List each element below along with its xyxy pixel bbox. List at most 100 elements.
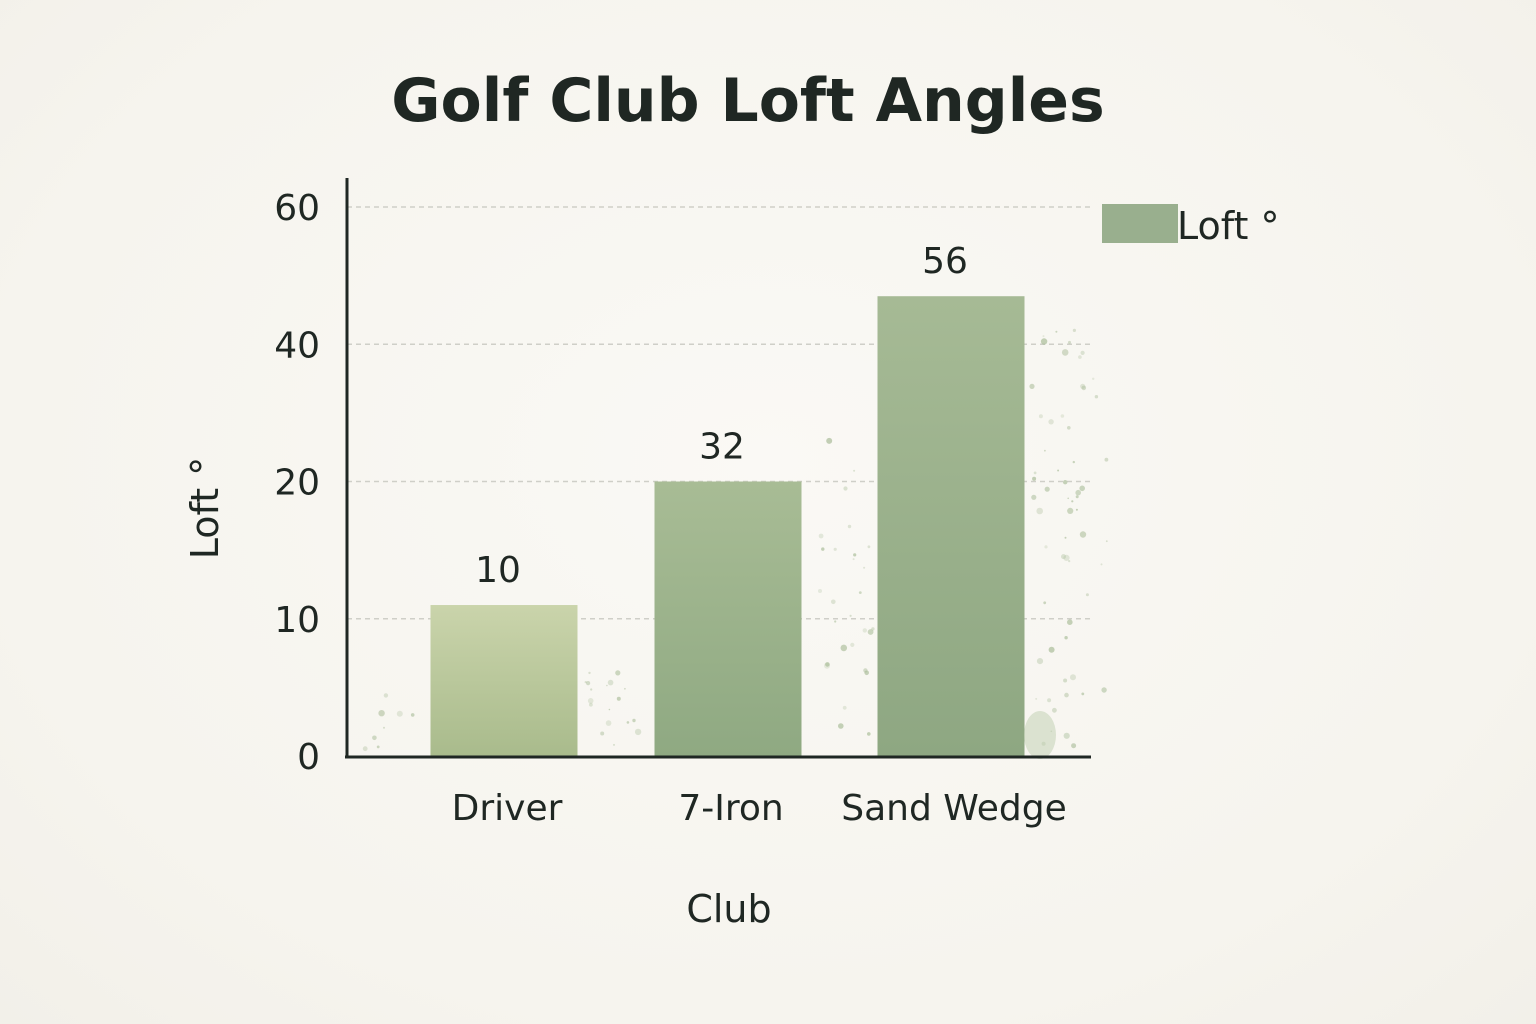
legend-label: Loft °	[1177, 204, 1279, 248]
speckle-dot	[1064, 636, 1068, 640]
speckle-dot	[410, 713, 415, 717]
speckle-dot	[1092, 377, 1095, 380]
speckle-dot	[588, 671, 591, 675]
speckle-dot	[1072, 328, 1076, 332]
speckle-dot	[1071, 500, 1074, 503]
chart-title: Golf Club Loft Angles	[391, 66, 1104, 136]
speckle-dot	[867, 732, 871, 736]
speckle-dot	[1044, 545, 1048, 549]
speckle-dot	[607, 679, 614, 686]
speckle-dot	[842, 705, 847, 710]
speckle-dot	[589, 702, 593, 707]
speckle-dot	[843, 486, 848, 491]
speckle-dot	[372, 735, 377, 741]
speckle-dot	[833, 547, 837, 551]
speckle-dot	[1067, 619, 1073, 625]
speckle-dot	[600, 731, 605, 736]
x-tick-label-sand-wedge: Sand Wedge	[841, 788, 1067, 829]
speckle-dot	[1064, 536, 1067, 539]
speckle-dot	[862, 628, 867, 633]
speckle-dot	[590, 688, 593, 691]
speckle-dot	[1068, 340, 1071, 344]
speckle-dot	[840, 644, 848, 652]
speckle-dot	[858, 591, 862, 594]
speckle-dot	[1080, 383, 1086, 389]
speckle-dot	[1064, 692, 1069, 698]
speckle-dot	[818, 533, 824, 539]
speckle-dot	[616, 696, 621, 701]
y-tick-labels: 0 10 20 40 60	[274, 188, 320, 778]
speckle-dot	[871, 627, 875, 631]
speckle-dot	[632, 718, 636, 723]
speckle-dot	[1048, 646, 1055, 653]
y-axis-label: Loft °	[183, 457, 227, 559]
speckle-dot	[1063, 678, 1068, 683]
speckle-dot	[1040, 338, 1048, 345]
speckle-dot	[1075, 508, 1078, 511]
speckle-dot	[1036, 507, 1043, 515]
speckle-dot	[849, 614, 852, 617]
bar-sand-wedge	[877, 296, 1025, 756]
x-category-labels: Driver 7-Iron Sand Wedge	[452, 788, 1067, 829]
y-tick-label-20: 20	[274, 463, 320, 504]
speckle-dot	[1079, 531, 1087, 538]
speckle-dot	[1067, 497, 1069, 500]
speckle-dot	[1052, 707, 1057, 713]
speckle-dot	[624, 687, 626, 690]
legend-swatch	[1102, 204, 1178, 243]
speckle-dot	[847, 524, 852, 529]
speckle-dot	[1081, 385, 1087, 391]
speckle-dot	[1032, 476, 1037, 481]
speckle-dot	[867, 545, 871, 549]
data-label-7-iron: 32	[699, 427, 745, 468]
speckle-dot	[1060, 414, 1065, 418]
y-tick-label-40: 40	[274, 325, 320, 366]
speckle-dot	[825, 662, 830, 667]
speckle-dot	[1031, 494, 1037, 500]
speckle-dot	[1075, 489, 1081, 496]
speckle-dot	[1078, 355, 1082, 359]
speckle-dot	[613, 743, 615, 746]
bar-7-iron	[654, 481, 802, 756]
speckle-dot	[587, 698, 594, 704]
speckle-dot	[831, 599, 836, 605]
speckle-dot	[1043, 601, 1047, 605]
speckle-dot	[608, 708, 611, 711]
speckle-dot	[1094, 395, 1099, 399]
bar-driver	[430, 605, 578, 756]
speckle-dot	[834, 620, 837, 623]
speckle-dot	[615, 670, 621, 676]
speckle-dot	[1071, 743, 1077, 749]
speckle-dot	[1104, 457, 1109, 462]
speckle-dot	[850, 642, 855, 648]
speckle-dot	[383, 726, 385, 729]
speckle-dot	[826, 437, 833, 444]
speckle-dot	[864, 670, 869, 676]
speckle-dot	[853, 553, 857, 557]
speckle-dot	[362, 746, 368, 752]
data-label-sand-wedge: 56	[922, 241, 968, 282]
x-axis-label: Club	[686, 887, 771, 931]
speckle-dot	[605, 720, 612, 726]
x-tick-label-driver: Driver	[452, 788, 563, 829]
speckle-dot	[853, 469, 856, 472]
speckle-dot	[1075, 495, 1079, 499]
x-tick-label-7-iron: 7-Iron	[678, 788, 783, 829]
y-tick-label-60: 60	[274, 188, 320, 229]
watercolor-blot	[1024, 711, 1056, 759]
legend: Loft °	[1102, 204, 1279, 248]
speckle-dot	[1072, 460, 1076, 464]
speckle-dot	[1079, 485, 1085, 492]
speckle-dot	[1063, 480, 1068, 485]
speckle-dot	[1038, 414, 1043, 419]
speckle-dot	[1044, 449, 1046, 452]
speckle-dot	[1061, 349, 1069, 356]
speckle-dot	[1061, 554, 1066, 560]
speckle-dot	[586, 681, 591, 686]
speckle-dot	[1063, 732, 1070, 739]
speckle-dot	[1085, 593, 1089, 597]
speckle-dot	[376, 745, 380, 749]
speckle-dot	[821, 547, 825, 551]
